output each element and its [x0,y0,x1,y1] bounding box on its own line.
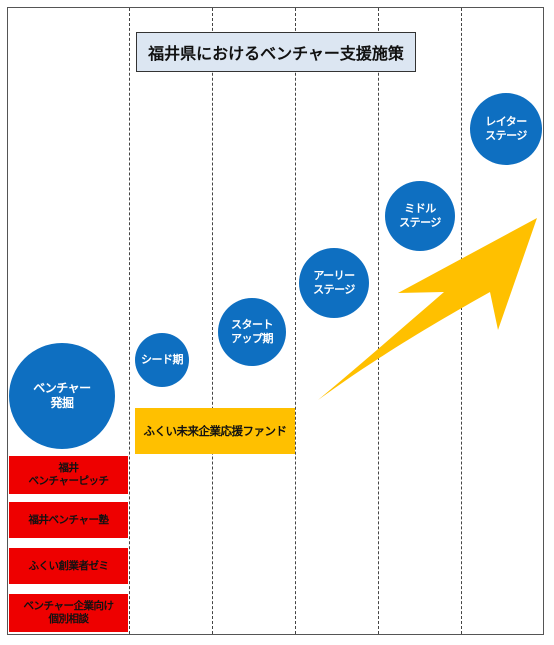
stage-circle-startup: スタート アップ期 [218,298,286,366]
stage-circle-seed: シード期 [135,333,189,387]
stage-divider [129,8,130,634]
stage-circle-later: レイター ステージ [470,93,542,165]
fund-bar: ふくい未来企業応援ファンド [135,408,295,454]
program-box-juku: 福井ベンチャー塾 [8,501,129,539]
stage-circle-discovery: ベンチャー 発掘 [9,343,115,449]
program-box-consultation: ベンチャー企業向け 個別相談 [8,593,129,633]
program-box-seminar: ふくい創業者ゼミ [8,547,129,585]
stage-divider [295,8,296,634]
program-box-pitch: 福井 ベンチャーピッチ [8,455,129,495]
stage-circle-early: アーリー ステージ [299,248,369,318]
stage-divider [378,8,379,634]
stage-circle-middle: ミドル ステージ [385,181,455,251]
growth-arrow-shape [318,218,537,400]
diagram-title: 福井県におけるベンチャー支援施策 [136,32,416,72]
stage-divider [212,8,213,634]
stage-divider [461,8,462,634]
